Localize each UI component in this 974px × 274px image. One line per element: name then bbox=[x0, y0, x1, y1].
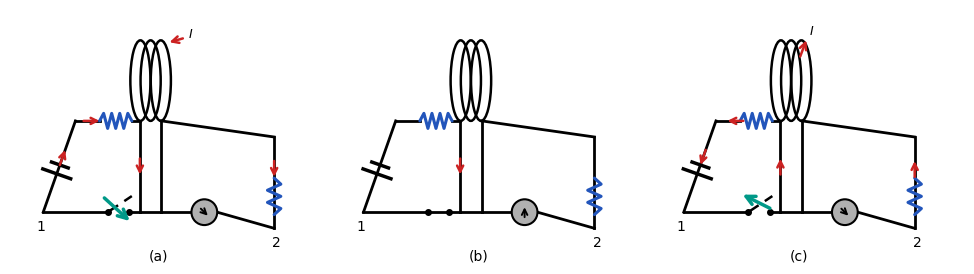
Text: 2: 2 bbox=[593, 236, 602, 250]
Text: 1: 1 bbox=[36, 220, 45, 234]
Text: 2: 2 bbox=[913, 236, 921, 250]
Circle shape bbox=[511, 199, 538, 225]
Text: (b): (b) bbox=[469, 250, 489, 264]
Circle shape bbox=[192, 199, 217, 225]
Text: 2: 2 bbox=[273, 236, 281, 250]
Text: (c): (c) bbox=[790, 250, 808, 264]
Text: (a): (a) bbox=[149, 250, 169, 264]
Text: I: I bbox=[188, 28, 192, 41]
Text: I: I bbox=[810, 25, 813, 38]
Text: 1: 1 bbox=[677, 220, 686, 234]
Circle shape bbox=[832, 199, 858, 225]
Text: 1: 1 bbox=[356, 220, 365, 234]
